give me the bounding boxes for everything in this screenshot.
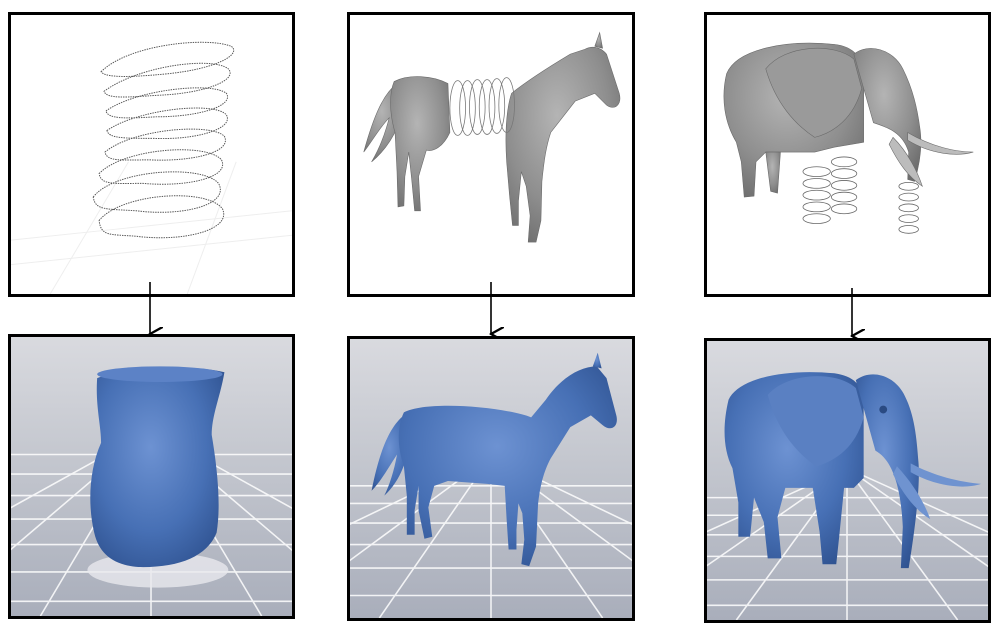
partial-horse-illustration [363,31,621,243]
reconstructed-vase-render [11,337,292,616]
input-panel-contours [8,12,295,297]
contour-slices-illustration [11,41,292,294]
partial-elephant-illustration [723,42,974,234]
output-panel-elephant [704,338,991,623]
completed-horse-render [350,339,632,618]
input-panel-elephant [704,12,991,297]
output-panel-vase [8,334,295,619]
input-panel-horse [347,12,635,297]
completed-elephant-render [707,341,988,620]
output-panel-horse [347,336,635,621]
